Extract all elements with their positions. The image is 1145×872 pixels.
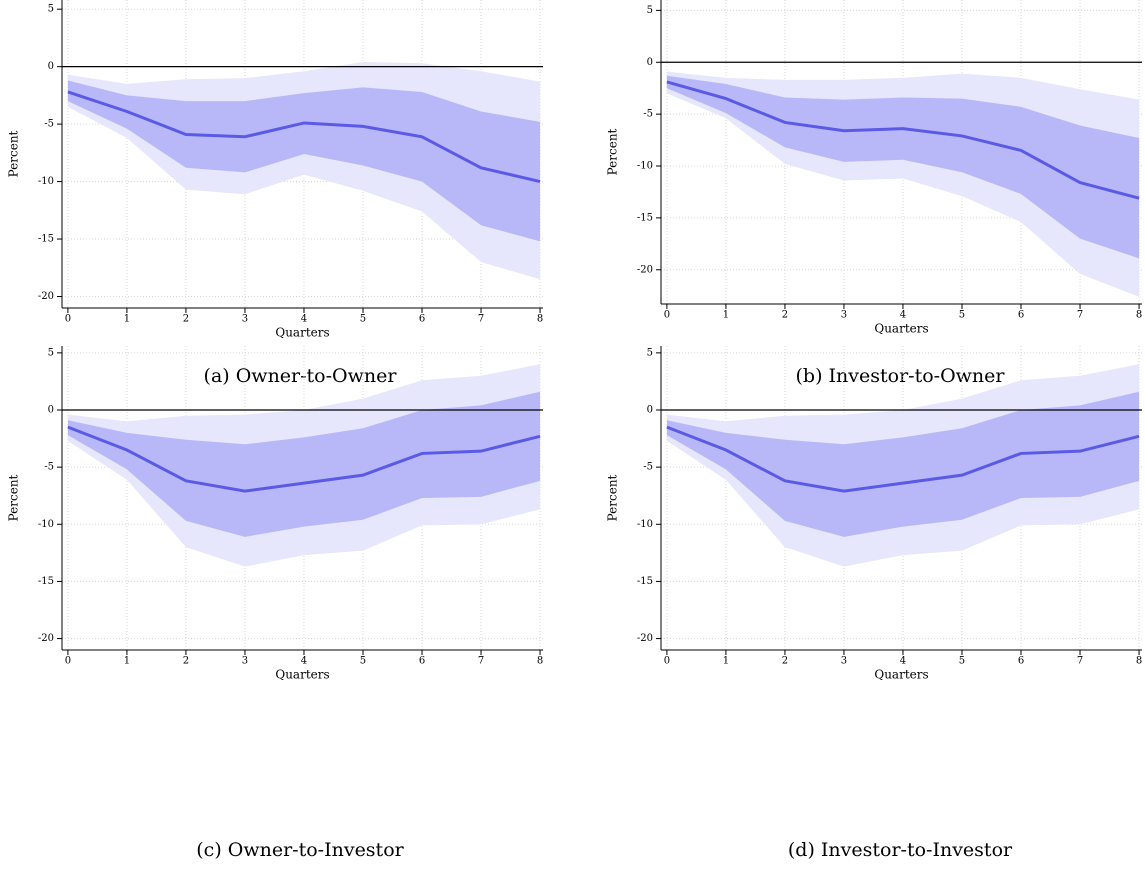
y-tick-label: -5 [44,119,54,130]
y-tick-label: 5 [48,4,54,15]
x-tick-label: 7 [478,656,484,667]
y-axis-label: Percent [606,474,620,521]
x-tick-label: 1 [723,310,729,321]
x-tick-label: 2 [183,656,189,667]
x-tick-label: 4 [900,310,906,321]
x-tick-label: 0 [65,656,71,667]
estimate-line [666,425,1140,493]
x-tick-label: 5 [959,310,965,321]
x-tick-label: 3 [841,310,847,321]
x-tick-label: 5 [360,656,366,667]
caption: (c) Owner-to-Investor [196,839,404,861]
x-tick-label: 3 [841,656,847,667]
x-tick-label: 2 [782,310,788,321]
confidence-band [666,391,1140,537]
y-tick-label: -15 [38,576,54,587]
estimate-line [67,425,541,493]
x-axis-label: Quarters [874,322,928,336]
x-axis-label: Quarters [275,668,329,682]
y-tick-label: -20 [38,291,54,302]
confidence-band [67,391,541,537]
panel: 5 0 -5 -10 -15 -20 0 1 2 3 4 5 6 7 8 Quarters Percent (b)… [606,0,1142,387]
y-tick-label: 5 [647,347,653,358]
y-tick-label: -5 [643,462,653,473]
x-tick-label: 7 [478,314,484,325]
y-tick-label: 5 [48,347,54,358]
y-tick-label: 0 [647,57,653,68]
y-tick-label: -10 [637,161,653,172]
x-tick-label: 5 [360,314,366,325]
y-tick-label: -20 [637,633,653,644]
x-tick-label: 2 [782,656,788,667]
y-axis-label: Percent [606,128,620,175]
caption: (b) Investor-to-Owner [796,365,1006,387]
y-tick-label: 0 [48,61,54,72]
y-tick-label: -10 [637,519,653,530]
x-tick-label: 8 [1136,656,1142,667]
caption: (d) Investor-to-Investor [788,839,1013,861]
x-tick-label: 4 [301,656,307,667]
estimate-line [67,90,541,184]
y-tick-label: 0 [48,405,54,416]
y-tick-label: -20 [637,264,653,275]
panel: 5 0 -5 -10 -15 -20 0 1 2 3 4 5 6 7 8 Quarters Percent (a)… [7,0,543,387]
x-tick-label: 4 [301,314,307,325]
x-tick-label: 5 [959,656,965,667]
x-tick-label: 3 [242,314,248,325]
panel: 5 0 -5 -10 -15 -20 0 1 2 3 4 5 6 7 8 Quarters Percent (c)… [7,346,543,861]
y-axis-label: Percent [7,130,21,177]
x-tick-label: 6 [419,314,425,325]
y-tick-label: 0 [647,405,653,416]
y-axis-label: Percent [7,474,21,521]
x-tick-label: 1 [723,656,729,667]
x-tick-label: 8 [537,656,543,667]
y-tick-label: -15 [38,234,54,245]
caption: (a) Owner-to-Owner [204,365,398,387]
x-tick-label: 4 [900,656,906,667]
x-tick-label: 8 [537,314,543,325]
y-tick-label: -10 [38,519,54,530]
x-tick-label: 6 [419,656,425,667]
x-tick-label: 6 [1018,310,1024,321]
y-tick-label: -5 [44,462,54,473]
x-tick-label: 0 [664,656,670,667]
y-tick-label: -15 [637,576,653,587]
x-tick-label: 2 [183,314,189,325]
x-tick-label: 1 [124,314,130,325]
y-tick-label: -20 [38,633,54,644]
y-tick-label: -15 [637,212,653,223]
y-tick-label: -10 [38,176,54,187]
x-tick-label: 0 [664,310,670,321]
x-tick-label: 7 [1077,310,1083,321]
x-tick-label: 8 [1136,310,1142,321]
confidence-band [67,80,541,242]
x-tick-label: 0 [65,314,71,325]
panel: 5 0 -5 -10 -15 -20 0 1 2 3 4 5 6 7 8 Quarters Percent (d)… [606,346,1142,861]
x-tick-label: 6 [1018,656,1024,667]
estimate-line [666,80,1140,200]
x-tick-label: 7 [1077,656,1083,667]
x-axis-label: Quarters [874,668,928,682]
x-axis-label: Quarters [275,326,329,340]
x-tick-label: 1 [124,656,130,667]
y-tick-label: 5 [647,5,653,16]
y-tick-label: -5 [643,109,653,120]
x-tick-label: 3 [242,656,248,667]
